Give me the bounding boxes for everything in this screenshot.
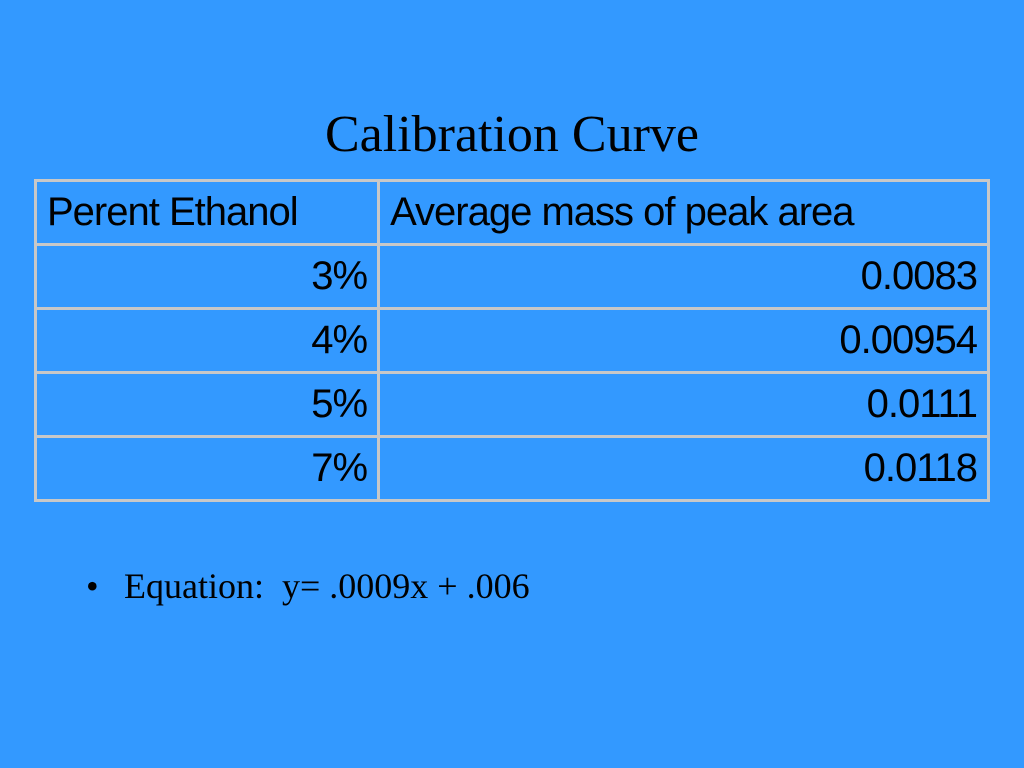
mass-cell: 0.0083 (377, 243, 990, 310)
header-percent-ethanol: Perent Ethanol (33, 179, 381, 246)
mass-cell: 0.0111 (377, 371, 990, 438)
table-row: 4% 0.00954 (33, 307, 990, 374)
bullet-icon: • (86, 566, 99, 606)
calibration-table: Perent Ethanol Average mass of peak area… (33, 179, 990, 502)
mass-cell: 0.0118 (377, 435, 990, 502)
percent-cell: 7% (33, 435, 381, 502)
list-item-equation: • Equation: y= .0009x + .006 (86, 560, 530, 612)
table-row: 3% 0.0083 (33, 243, 990, 310)
table-header-row: Perent Ethanol Average mass of peak area (33, 179, 990, 246)
mass-cell: 0.00954 (377, 307, 990, 374)
percent-cell: 3% (33, 243, 381, 310)
table-row: 5% 0.0111 (33, 371, 990, 438)
percent-cell: 4% (33, 307, 381, 374)
header-average-mass: Average mass of peak area (377, 179, 990, 246)
equation-text: Equation: y= .0009x + .006 (124, 566, 530, 606)
bullet-list: • Equation: y= .0009x + .006 (86, 560, 530, 612)
table-row: 7% 0.0118 (33, 435, 990, 502)
slide-title: Calibration Curve (324, 106, 700, 163)
percent-cell: 5% (33, 371, 381, 438)
